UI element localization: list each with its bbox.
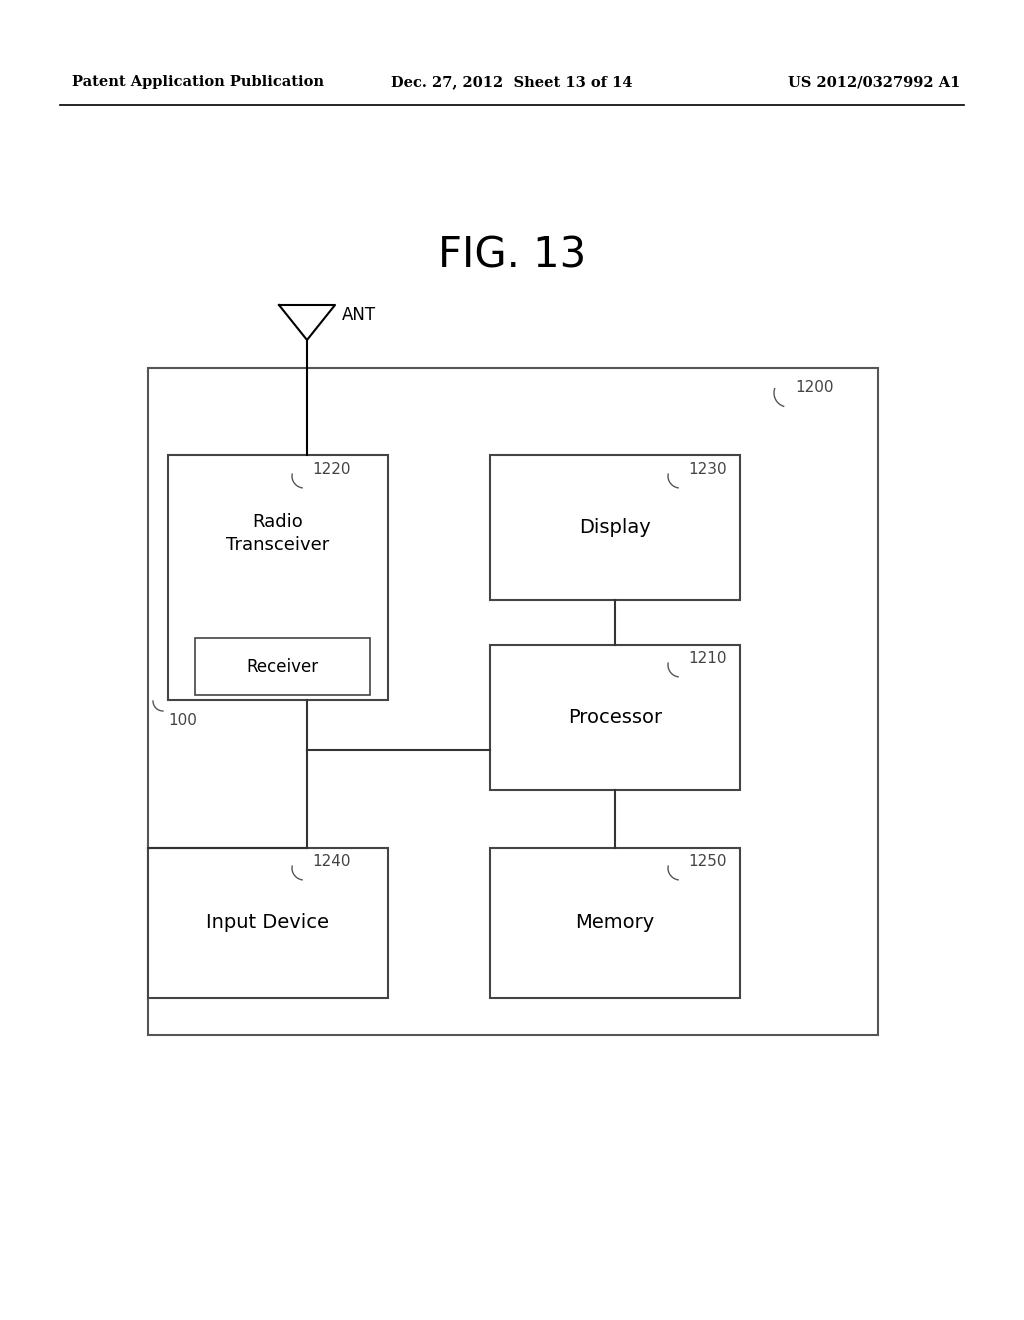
Text: Memory: Memory xyxy=(575,913,654,932)
Text: 100: 100 xyxy=(168,713,197,729)
Text: 1250: 1250 xyxy=(688,854,726,869)
Text: Patent Application Publication: Patent Application Publication xyxy=(72,75,324,88)
Text: Processor: Processor xyxy=(568,708,663,727)
Text: US 2012/0327992 A1: US 2012/0327992 A1 xyxy=(787,75,961,88)
Text: 1230: 1230 xyxy=(688,462,727,477)
Text: ANT: ANT xyxy=(342,306,376,323)
Bar xyxy=(195,638,370,696)
Bar xyxy=(148,847,388,998)
Text: 1240: 1240 xyxy=(312,854,350,869)
Bar xyxy=(168,455,388,700)
Text: 1210: 1210 xyxy=(688,651,726,667)
Bar xyxy=(490,455,740,601)
Text: Display: Display xyxy=(580,517,651,537)
Text: Radio
Transceiver: Radio Transceiver xyxy=(226,512,330,554)
Text: 1220: 1220 xyxy=(312,462,350,477)
Text: Receiver: Receiver xyxy=(247,657,318,676)
Text: FIG. 13: FIG. 13 xyxy=(438,234,586,276)
Text: Input Device: Input Device xyxy=(207,913,330,932)
Bar xyxy=(490,847,740,998)
Text: 1200: 1200 xyxy=(795,380,834,395)
Bar xyxy=(490,645,740,789)
Text: Dec. 27, 2012  Sheet 13 of 14: Dec. 27, 2012 Sheet 13 of 14 xyxy=(391,75,633,88)
Bar xyxy=(148,368,878,1035)
